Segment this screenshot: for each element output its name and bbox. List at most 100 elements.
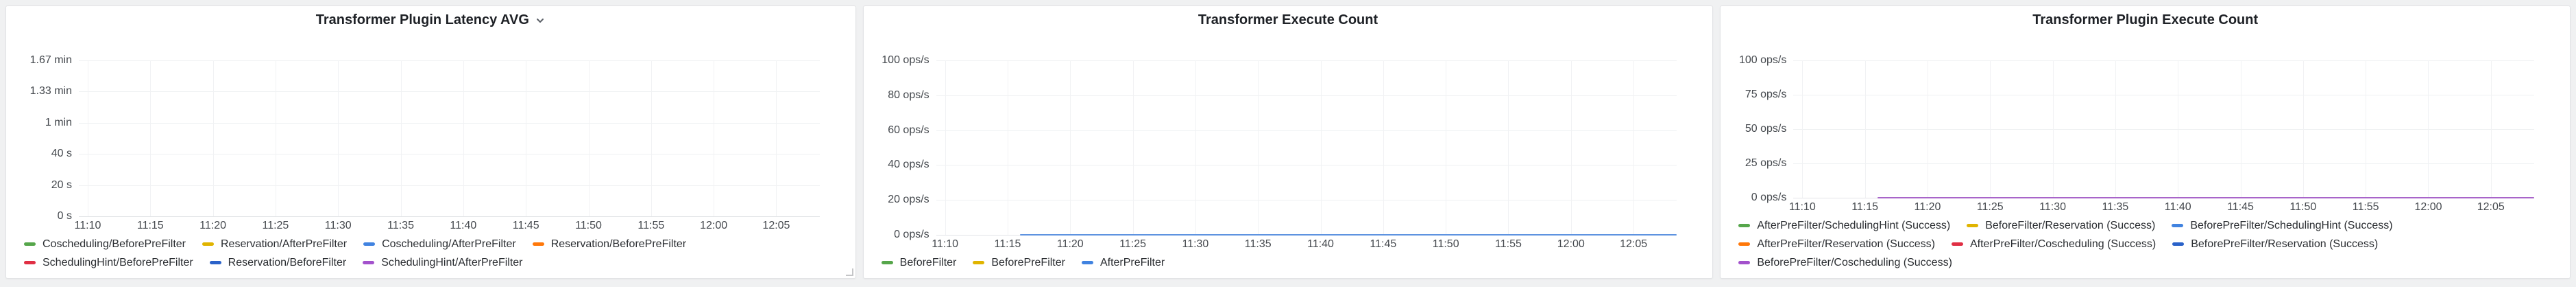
chart: 1.67 min 1.33 min 1 min 40 s 20 s 0 s (6, 34, 855, 222)
panel-title[interactable]: Transformer Execute Count (1198, 12, 1378, 27)
x-tick-label: 11:45 (1370, 238, 1397, 250)
gridline-vertical (400, 60, 402, 216)
gridline-vertical (338, 60, 339, 216)
legend-series-color-dash-icon (24, 261, 36, 264)
legend-item[interactable]: Coscheduling/AfterPreFilter (363, 238, 516, 251)
gridline-vertical (1508, 60, 1509, 235)
panel-title[interactable]: Transformer Plugin Latency AVG (315, 12, 529, 27)
x-tick-label: 11:15 (994, 238, 1021, 250)
x-tick-label: 12:00 (700, 220, 728, 231)
legend-item[interactable]: Reservation/BeforeFilter (209, 256, 347, 269)
x-tick-label: 11:10 (932, 238, 959, 250)
legend-series-label: SchedulingHint/BeforePreFilter (42, 256, 193, 268)
y-tick-label: 100 ops/s (1738, 54, 1787, 66)
legend-item[interactable]: AfterPreFilter/Coscheduling (Success) (1951, 238, 2156, 251)
plot-area[interactable] (936, 60, 1677, 236)
gridline-vertical (1070, 60, 1071, 235)
y-tick-label: 40 s (51, 148, 72, 160)
x-tick-label: 11:50 (575, 220, 602, 231)
gridline-horizontal (936, 60, 1677, 61)
legend-series-color-dash-icon (2172, 224, 2184, 227)
legend-series-color-dash-icon (209, 261, 221, 264)
panel-header[interactable]: Transformer Plugin Execute Count (1721, 6, 2570, 34)
plot-area[interactable] (79, 60, 820, 217)
panel-header[interactable]: Transformer Plugin Latency AVG (6, 6, 855, 34)
gridline-horizontal (936, 95, 1677, 96)
gridline-vertical (1802, 60, 1803, 198)
x-tick-label: 11:50 (2289, 201, 2317, 213)
panel-transformer-plugin-execute-count: Transformer Plugin Execute Count 100 ops… (1720, 5, 2571, 279)
panel-header[interactable]: Transformer Execute Count (864, 6, 1713, 34)
legend-item[interactable]: BeforeFilter (881, 257, 956, 269)
legend-row: AfterPreFilter/Reservation (Success) Afte… (1738, 235, 2564, 253)
series-line (1877, 197, 2535, 198)
x-tick-label: 11:20 (1914, 201, 1941, 213)
x-tick-label: 12:05 (2477, 201, 2505, 213)
legend-item[interactable]: SchedulingHint/BeforePreFilter (24, 257, 193, 269)
legend-series-label: Coscheduling/AfterPreFilter (382, 238, 516, 250)
legend-item[interactable]: Coscheduling/BeforePreFilter (24, 238, 186, 251)
y-tick-label: 0 ops/s (894, 229, 929, 240)
gridline-vertical (1132, 60, 1134, 235)
legend-item[interactable]: BeforePreFilter/Reservation (Success) (2172, 238, 2378, 251)
plot-area[interactable] (1793, 60, 2535, 198)
legend-item[interactable]: SchedulingHint/AfterPreFilter (363, 257, 523, 269)
legend-series-label: Reservation/BeforePreFilter (550, 238, 687, 250)
legend-item[interactable]: AfterPreFilter/SchedulingHint (Success) (1738, 220, 1950, 232)
gridline-horizontal (79, 185, 820, 186)
legend-item[interactable]: BeforePreFilter/SchedulingHint (Success) (2172, 219, 2393, 232)
gridline-horizontal (1793, 129, 2535, 130)
panel-resize-handle[interactable] (845, 268, 853, 276)
y-tick-label: 1.67 min (29, 54, 72, 66)
gridline-vertical (1383, 60, 1384, 235)
chevron-down-icon[interactable] (535, 15, 546, 26)
x-tick-label: 12:00 (2414, 201, 2442, 213)
legend-series-label: BeforePreFilter/SchedulingHint (Success) (2190, 219, 2393, 231)
series-line (1020, 234, 1677, 236)
gridline-horizontal (79, 216, 820, 217)
legend-series-color-dash-icon (24, 242, 36, 246)
gridline-vertical (1320, 60, 1322, 235)
legend-item[interactable]: BeforePreFilter/Coscheduling (Success) (1738, 257, 1952, 269)
legend-row: Coscheduling/BeforePreFilter Reservation/… (24, 235, 850, 253)
legend-item[interactable]: BeforePreFilter (973, 257, 1065, 269)
legend-item[interactable]: Reservation/AfterPreFilter (202, 238, 347, 251)
y-axis: 100 ops/s 80 ops/s 60 ops/s 40 ops/s 20 ops/… (871, 54, 936, 240)
legend-series-color-dash-icon (973, 261, 985, 264)
gridline-vertical (776, 60, 777, 216)
x-tick-label: 11:40 (450, 220, 477, 231)
legend-item[interactable]: AfterPreFilter/Reservation (Success) (1738, 238, 1935, 251)
gridline-horizontal (1793, 60, 2535, 61)
legend-series-label: Coscheduling/BeforePreFilter (42, 238, 186, 250)
x-tick-label: 11:15 (136, 220, 164, 231)
gridline-horizontal (79, 60, 820, 61)
y-tick-label: 50 ops/s (1745, 123, 1787, 135)
gridline-vertical (212, 60, 214, 216)
legend-series-label: BeforeFilter/Reservation (Success) (1985, 219, 2156, 231)
legend-series-label: AfterPreFilter (1099, 256, 1165, 268)
y-tick-label: 1.33 min (29, 85, 72, 97)
legend-series-color-dash-icon (2172, 242, 2185, 246)
gridline-horizontal (1793, 163, 2535, 164)
gridline-vertical (651, 60, 652, 216)
legend-series-label: BeforePreFilter/Reservation (Success) (2191, 238, 2379, 250)
x-tick-label: 11:55 (1495, 238, 1522, 250)
legend-item[interactable]: AfterPreFilter (1081, 256, 1165, 269)
gridline-vertical (2302, 60, 2304, 198)
x-tick-label: 11:25 (1976, 201, 2004, 213)
legend-series-color-dash-icon (363, 242, 376, 246)
legend-item[interactable]: Reservation/BeforePreFilter (532, 238, 687, 251)
gridline-vertical (2115, 60, 2116, 198)
legend-series-color-dash-icon (1081, 261, 1093, 264)
legend-series-label: Reservation/BeforeFilter (228, 256, 347, 268)
legend-row: SchedulingHint/BeforePreFilter Reservatio… (24, 253, 850, 272)
panel-title[interactable]: Transformer Plugin Execute Count (2032, 12, 2259, 27)
legend-item[interactable]: BeforeFilter/Reservation (Success) (1967, 220, 2155, 232)
gridline-horizontal (936, 130, 1677, 131)
chart: 100 ops/s 80 ops/s 60 ops/s 40 ops/s 20 ops/… (864, 34, 1713, 240)
gridline-vertical (2428, 60, 2429, 198)
gridline-vertical (463, 60, 464, 216)
y-tick-label: 20 ops/s (888, 194, 929, 206)
x-tick-label: 11:35 (387, 220, 414, 231)
